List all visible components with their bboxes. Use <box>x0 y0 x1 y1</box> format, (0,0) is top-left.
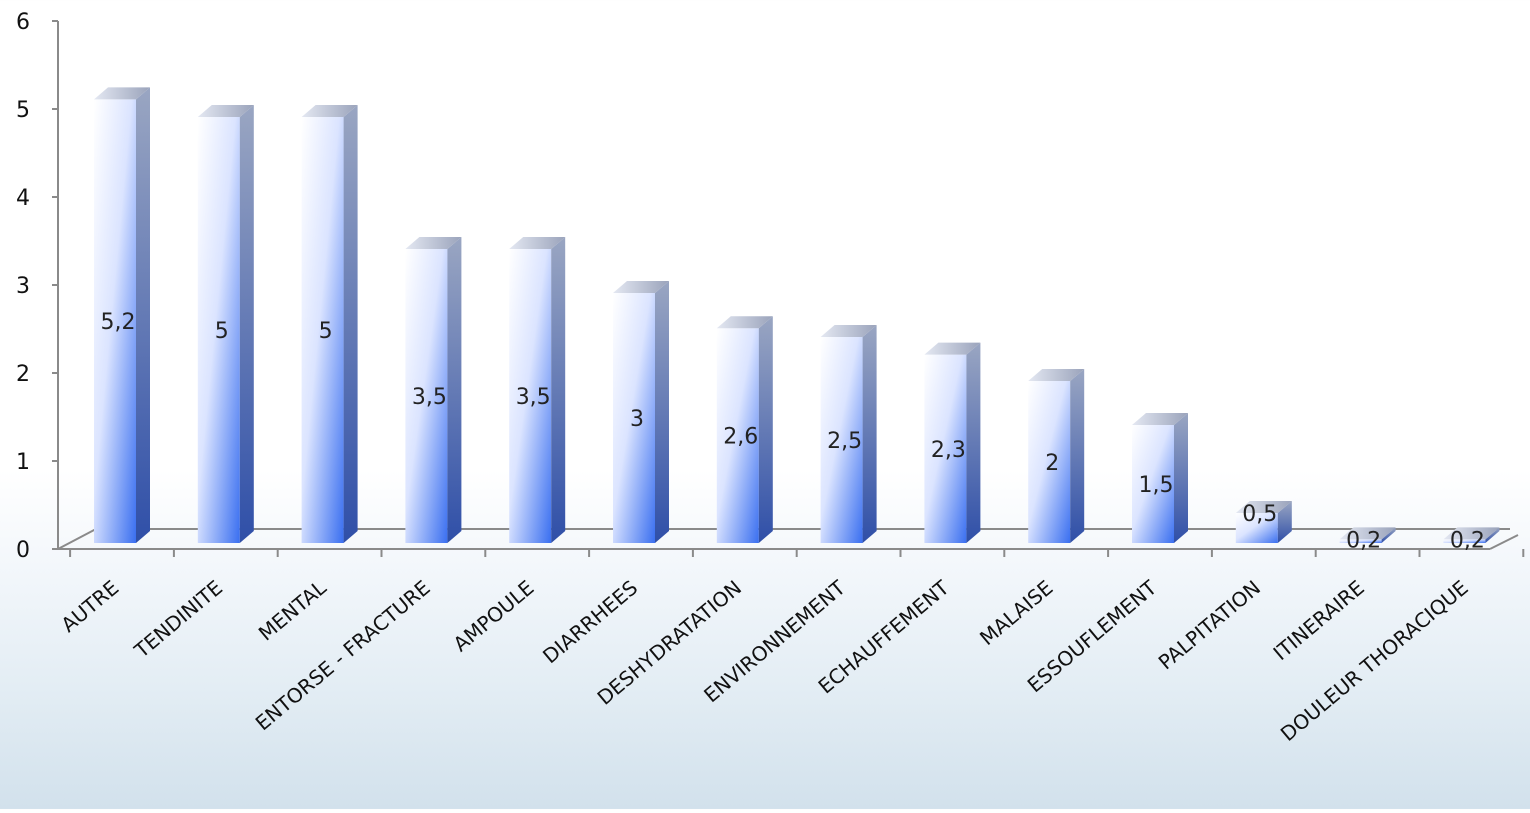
bar-side <box>1070 369 1084 543</box>
y-tick-label: 5 <box>16 98 30 123</box>
bar-side <box>551 237 565 543</box>
y-tick-label: 6 <box>16 10 30 35</box>
y-tick-label: 4 <box>16 186 30 211</box>
data-label: 2,3 <box>931 438 966 463</box>
y-tick-label: 1 <box>16 450 30 475</box>
bar-side <box>759 316 773 543</box>
category-label: MALAISE <box>975 575 1057 650</box>
bar-side <box>1174 413 1188 543</box>
bar-side <box>447 237 461 543</box>
data-label: 5 <box>319 319 333 344</box>
bar-side <box>344 105 358 543</box>
data-label: 3,5 <box>516 385 551 410</box>
bars <box>94 87 1499 543</box>
category-label: PALPITATION <box>1154 575 1265 674</box>
data-label: 2,5 <box>827 429 862 454</box>
data-label: 3 <box>630 407 644 432</box>
category-label: DOULEUR THORACIQUE <box>1276 575 1473 746</box>
bar-side <box>240 105 254 543</box>
data-label: 5 <box>215 319 229 344</box>
data-label: 5,2 <box>101 310 136 335</box>
floor-right-edge <box>1490 535 1518 549</box>
category-label: DIARRHEES <box>538 575 642 668</box>
bar-side <box>966 343 980 543</box>
data-label: 0,2 <box>1346 528 1381 553</box>
data-label: 2 <box>1045 451 1059 476</box>
y-tick-label: 0 <box>16 538 30 563</box>
data-label: 0,2 <box>1450 528 1485 553</box>
bar-side <box>136 87 150 543</box>
y-tick-label: 2 <box>16 362 30 387</box>
bar-side <box>863 325 877 543</box>
data-label: 2,6 <box>723 425 758 450</box>
y-tick-label: 3 <box>16 274 30 299</box>
category-label: ITINERAIRE <box>1268 575 1368 665</box>
category-label: ENTORSE - FRACTURE <box>251 575 435 735</box>
data-label: 1,5 <box>1139 473 1174 498</box>
bar-side <box>655 281 669 543</box>
axes <box>52 21 1523 557</box>
category-label: MENTAL <box>254 575 332 646</box>
category-label: AMPOULE <box>449 575 539 656</box>
category-label: TENDINITE <box>129 575 227 663</box>
category-label: AUTRE <box>56 575 123 637</box>
floor-back-edge <box>58 529 1510 549</box>
data-label: 0,5 <box>1242 502 1277 527</box>
data-label: 3,5 <box>412 385 447 410</box>
